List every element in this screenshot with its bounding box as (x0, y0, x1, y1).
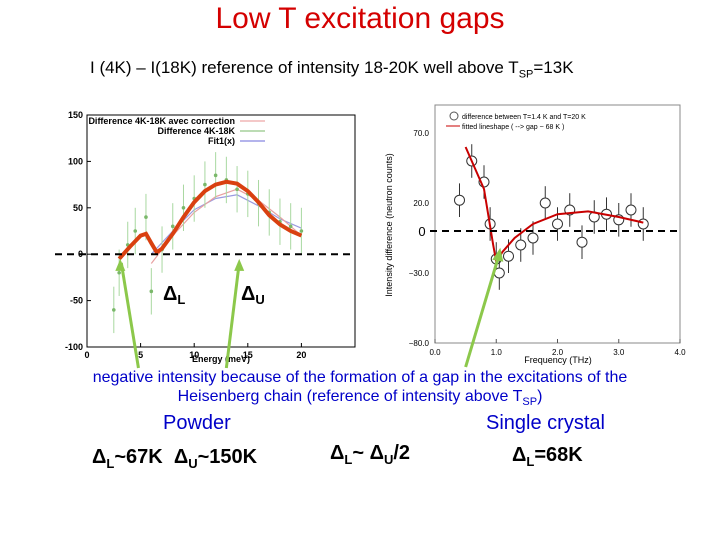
crystal-data-point (552, 218, 563, 230)
powder-arrow-L (119, 262, 140, 369)
slide-title: Low T excitation gaps (215, 2, 505, 35)
crystal-xtick-label: 2.0 (552, 348, 564, 357)
powder-data-point (112, 308, 116, 312)
crystal-fit-line (464, 146, 644, 265)
powder-legend-2: Difference 4K-18K (157, 126, 235, 136)
powder-data-point (117, 270, 121, 275)
caption: negative intensity because of the format… (40, 368, 680, 412)
crystal-xtick-label: 0.0 (429, 348, 441, 357)
single-crystal-label: Single crystal (486, 412, 605, 434)
powder-delta-L: ΔL (163, 283, 185, 307)
crystal-gap-value: ΔL=68K (512, 444, 583, 469)
crystal-arrowhead (492, 247, 504, 262)
powder-ytick-label: -50 (70, 296, 83, 306)
powder-ytick-label: 50 (73, 203, 83, 213)
crystal-data-point (527, 232, 539, 244)
powder-xtick-label: 5 (138, 350, 143, 360)
powder-label: Powder (163, 412, 231, 434)
powder-gap-values: ΔL~67K ΔU~150K (92, 446, 258, 471)
powder-arrowhead-U (234, 258, 245, 271)
powder-data-point (170, 224, 175, 229)
caption-line-1: negative intensity because of the format… (92, 369, 628, 386)
crystal-data-point (625, 204, 637, 216)
gap-ratio: ΔL~ ΔU/2 (330, 442, 411, 467)
powder-ytick-label: 150 (68, 110, 83, 120)
powder-data-point (235, 187, 239, 192)
powder-ytick-label: 100 (68, 156, 83, 166)
powder-data-point (213, 173, 218, 178)
crystal-xlabel: Frequency (THz) (524, 355, 592, 365)
powder-xlabel: Energy (meV) (192, 354, 250, 364)
crystal-data-point (539, 197, 551, 209)
crystal-data-point (637, 218, 649, 230)
crystal-legend-1: difference between T=1.4 K and T=20 K (462, 114, 586, 121)
crystal-data-point (576, 236, 588, 248)
powder-ytick-label: -100 (65, 342, 83, 352)
powder-data-point (299, 229, 304, 233)
powder-data-point (149, 289, 154, 294)
powder-data-point (144, 215, 148, 219)
powder-data-point (288, 224, 293, 229)
crystal-xtick-label: 1.0 (491, 348, 503, 357)
crystal-legend-2: fitted lineshape ( --> gap ~ 68 K ) (462, 124, 564, 131)
crystal-chart: Intensity difference (neutron counts) 70… (384, 104, 686, 368)
powder-data-point (133, 229, 138, 233)
crystal-ytick-label: −80.0 (409, 339, 430, 348)
powder-plot-frame (86, 114, 356, 348)
subtitle-text: I (4K) – I(18K) reference of intensity 1… (90, 58, 519, 77)
powder-xtick-label: 10 (189, 350, 199, 360)
powder-data-point (203, 182, 207, 187)
powder-data-point (181, 206, 186, 210)
powder-xtick-label: 0 (84, 350, 89, 360)
powder-legend-1: Difference 4K-18K avec correction (88, 116, 235, 126)
powder-delta-U: ΔU (241, 283, 265, 307)
powder-xtick-label: 15 (243, 350, 253, 360)
crystal-ytick-label: −30.0 (409, 269, 430, 278)
crystal-ytick-label: 20.0 (413, 199, 429, 208)
crystal-ytick-label: 70.0 (413, 129, 429, 138)
powder-arrowhead-L (115, 258, 126, 271)
crystal-data-point (454, 194, 465, 206)
powder-xtick-label: 20 (296, 350, 306, 360)
crystal-data-point (503, 250, 514, 262)
caption-line-2: Heisenberg chain (reference of intensity… (177, 388, 543, 409)
crystal-arrow (464, 253, 501, 368)
crystal-xtick-label: 3.0 (613, 348, 625, 357)
powder-fit-line (117, 179, 303, 261)
powder-legend-3: Fit1(x) (208, 136, 235, 146)
crystal-xtick-label: 4.0 (674, 348, 686, 357)
slide-subtitle: I (4K) – I(18K) reference of intensity 1… (90, 58, 574, 80)
crystal-legend-marker (449, 111, 459, 121)
crystal-data-point (515, 239, 527, 251)
crystal-zero-label: 0 (418, 224, 425, 239)
subtitle-subscript: SP (518, 68, 534, 81)
subtitle-tail: =13K (533, 58, 574, 77)
crystal-ylabel: Intensity difference (neutron counts) (384, 153, 394, 296)
powder-arrow-U (224, 262, 241, 369)
